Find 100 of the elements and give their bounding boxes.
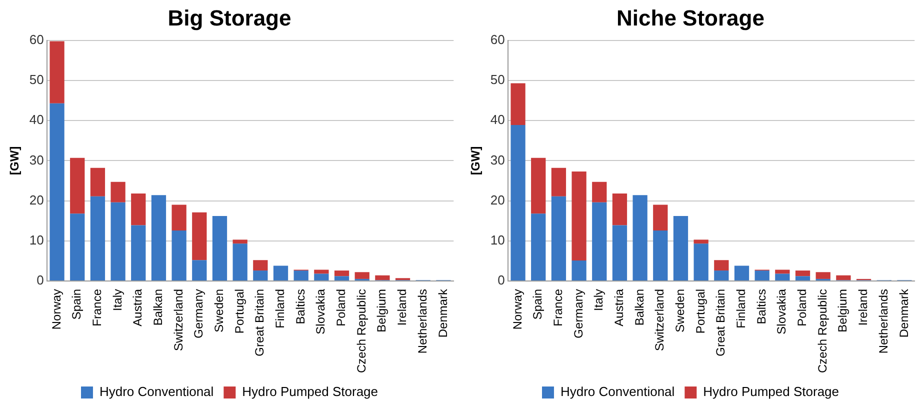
bar [510, 124, 526, 280]
y-tick-label: 20 [29, 192, 44, 208]
bar [90, 196, 106, 280]
legend-label: Hydro Conventional [99, 384, 214, 400]
y-tick-label: 30 [29, 152, 44, 168]
bar [253, 260, 268, 271]
legend-label: Hydro Pumped Storage [242, 384, 378, 400]
bar [632, 195, 648, 280]
y-tick-label: 60 [29, 32, 44, 47]
bar [50, 103, 64, 280]
legend-label: Hydro Conventional [560, 384, 675, 400]
bar [151, 195, 166, 280]
x-tick-label: Baltics [293, 288, 308, 324]
y-tick-label: 30 [490, 152, 505, 168]
bar [375, 275, 390, 280]
bar [294, 270, 308, 280]
bar [572, 172, 586, 261]
bar [653, 230, 668, 280]
bar [734, 266, 750, 280]
bar [70, 214, 85, 280]
y-tick-label: 0 [498, 272, 505, 288]
y-tick-label: 10 [29, 232, 44, 248]
bar [192, 212, 207, 260]
x-tick-label: Norway [510, 288, 524, 330]
x-tick-label: Denmark [436, 288, 450, 338]
bar [694, 240, 708, 244]
y-axis-title: [GW] [8, 146, 22, 176]
bar [354, 272, 370, 279]
y-tick-label: 0 [36, 272, 44, 288]
x-tick-label: Spain [530, 288, 545, 320]
bar [795, 276, 810, 280]
x-tick-label: Norway [49, 288, 64, 330]
chart-title: Big Storage [168, 5, 292, 30]
x-tick-label: Ireland [856, 288, 870, 326]
bar [531, 214, 546, 280]
x-tick-label: Slovakia [314, 288, 328, 334]
x-tick-label: Poland [795, 288, 810, 326]
bar [273, 266, 288, 280]
x-tick-label: Portugal [693, 288, 708, 334]
x-tick-label: Balkan [632, 288, 646, 326]
bar [131, 194, 146, 226]
x-tick-label: Germany [192, 288, 206, 338]
y-tick-label: 10 [490, 232, 505, 248]
bar [694, 244, 708, 280]
bar [612, 225, 628, 280]
y-tick-label: 20 [490, 192, 505, 208]
x-tick-label: France [551, 288, 566, 326]
bar [90, 168, 106, 196]
bar [70, 158, 85, 214]
bar [334, 270, 350, 276]
x-tick-label: Netherlands [415, 288, 430, 354]
x-tick-label: Netherlands [876, 288, 890, 354]
x-tick-label: Czech Republic [815, 288, 830, 374]
x-tick-label: Germany [571, 288, 586, 338]
y-tick-label: 50 [29, 72, 44, 88]
bar [775, 274, 790, 280]
bar [531, 158, 546, 214]
bar [510, 83, 526, 125]
x-tick-label: Austria [130, 288, 145, 326]
bar [50, 41, 64, 104]
bar [131, 225, 146, 280]
x-tick-label: Switzerland [171, 288, 186, 351]
x-tick-label: Portugal [232, 288, 246, 334]
bar [334, 276, 350, 280]
x-tick-label: Switzerland [652, 288, 667, 351]
y-axis-title: [GW] [468, 146, 483, 176]
bar [192, 260, 207, 280]
bar [232, 244, 248, 280]
y-tick-label: 60 [490, 32, 505, 47]
bar [714, 270, 729, 280]
x-tick-label: Italy [110, 288, 124, 311]
x-tick-label: Belgium [836, 288, 850, 332]
chart-title: Niche Storage [616, 5, 764, 30]
bar [714, 260, 729, 271]
bar [314, 274, 329, 280]
y-tick-label: 40 [490, 112, 505, 128]
x-tick-label: Italy [592, 288, 606, 311]
x-tick-label: Baltics [754, 288, 768, 324]
bar [172, 204, 186, 230]
bar [314, 270, 329, 274]
x-tick-label: Finland [273, 288, 288, 328]
x-tick-label: Czech Republic [354, 288, 368, 374]
bar [592, 202, 607, 280]
bar [572, 260, 586, 280]
x-tick-label: Denmark [896, 288, 911, 338]
bar [816, 272, 830, 279]
bar [253, 270, 268, 280]
bar [754, 270, 770, 280]
bar [110, 182, 126, 202]
x-tick-label: Balkan [151, 288, 166, 326]
bar [775, 270, 790, 274]
bar [673, 216, 688, 280]
bar [110, 202, 126, 280]
x-tick-label: Sweden [673, 288, 688, 332]
legend-label: Hydro Pumped Storage [703, 384, 840, 400]
bar [232, 240, 248, 244]
x-tick-label: Slovakia [774, 288, 789, 334]
bar [212, 216, 228, 280]
bar [172, 230, 186, 280]
bar [551, 168, 566, 196]
